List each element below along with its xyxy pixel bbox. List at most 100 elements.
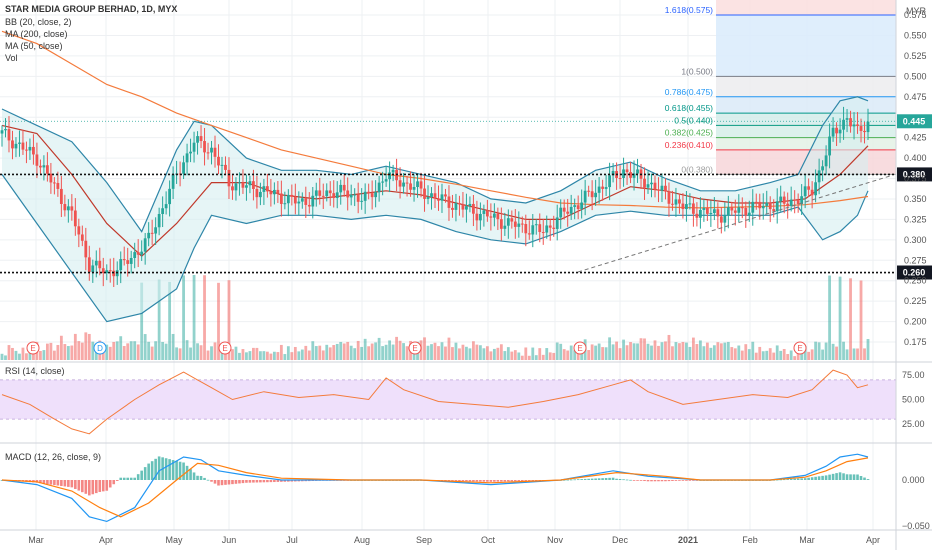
volume-bar xyxy=(849,278,852,360)
candle-body xyxy=(297,201,301,204)
candle-body xyxy=(325,190,329,197)
volume-bar xyxy=(744,344,748,360)
candle-body xyxy=(49,173,53,183)
volume-bar xyxy=(395,336,398,360)
symbol-title[interactable]: STAR MEDIA GROUP BERHAD, 1D, MYX xyxy=(5,4,177,14)
volume-bar xyxy=(524,347,528,360)
volume-bar xyxy=(604,347,608,360)
macd-panel[interactable] xyxy=(0,453,870,523)
candle-body xyxy=(723,215,727,223)
macd-histogram-bar xyxy=(569,479,573,481)
macd-histogram-bar xyxy=(255,480,259,483)
volume-bar xyxy=(199,345,203,360)
candle-body xyxy=(831,127,835,137)
volume-bar xyxy=(796,352,800,360)
candle-body xyxy=(335,192,339,199)
candle-body xyxy=(842,119,845,130)
volume-bar xyxy=(325,344,329,360)
candle-body xyxy=(168,188,172,205)
candle-body xyxy=(52,182,56,184)
volume-bar xyxy=(220,351,224,360)
volume-bar xyxy=(119,336,123,360)
volume-bar xyxy=(52,350,56,360)
rsi-tick-2: 75.00 xyxy=(902,370,925,380)
macd-title: MACD (12, 26, close, 9) xyxy=(5,452,101,462)
candle-body xyxy=(531,225,535,235)
fib-label-6: 1(0.500) xyxy=(681,66,713,76)
last-price-label: 0.445 xyxy=(903,116,926,126)
macd-histogram-bar xyxy=(238,480,241,484)
macd-histogram-bar xyxy=(294,480,297,482)
macd-histogram-bar xyxy=(84,480,88,494)
volume-bar xyxy=(39,350,42,360)
candle-body xyxy=(705,207,709,214)
candle-body xyxy=(70,206,74,211)
macd-histogram-bar xyxy=(639,480,643,481)
candle-body xyxy=(157,213,161,228)
macd-histogram-bar xyxy=(503,480,507,482)
rsi-panel[interactable] xyxy=(0,369,896,435)
macd-histogram-bar xyxy=(136,474,140,480)
macd-histogram-bar xyxy=(94,480,98,494)
volume-bar xyxy=(353,348,357,360)
volume-bar xyxy=(716,342,720,360)
candle-body xyxy=(203,141,206,153)
candle-body xyxy=(11,140,14,149)
price-panel[interactable]: 0(0.380) 0.236(0.410) 0.382(0.425) 0.5(0.44… xyxy=(0,0,932,530)
volume-bar xyxy=(566,350,570,360)
candle-body xyxy=(119,259,123,271)
macd-histogram-bar xyxy=(122,477,126,480)
candle-body xyxy=(688,203,692,205)
legend-vol[interactable]: Vol xyxy=(5,53,18,63)
macd-histogram-bar xyxy=(262,480,266,483)
volume-bar xyxy=(157,279,161,360)
legend-bb[interactable]: BB (20, close, 2) xyxy=(5,17,72,27)
macd-histogram-bar xyxy=(475,480,479,482)
volume-bar xyxy=(122,346,126,360)
volume-bar xyxy=(363,338,367,360)
macd-histogram-bar xyxy=(98,480,102,492)
candle-body xyxy=(733,210,737,213)
fib-label-3: 0.5(0.440) xyxy=(674,115,713,125)
currency-label[interactable]: MYR xyxy=(906,6,927,16)
volume-bar xyxy=(681,341,685,360)
volume-bar xyxy=(664,341,667,360)
volume-bar xyxy=(440,342,444,360)
volume-bar xyxy=(608,337,611,360)
volume-bar xyxy=(227,280,231,360)
macd-tick-1: 0.000 xyxy=(902,475,925,485)
macd-histogram-bar xyxy=(507,480,510,482)
volume-bar xyxy=(719,343,723,360)
volume-bar xyxy=(472,341,475,360)
candle-body xyxy=(255,188,259,198)
volume-bar xyxy=(213,342,217,360)
macd-histogram-bar xyxy=(150,461,154,480)
candle-body xyxy=(650,182,653,185)
volume-bar xyxy=(206,350,210,360)
volume-bar xyxy=(290,352,294,360)
candle-body xyxy=(468,203,472,207)
macd-histogram-bar xyxy=(597,478,601,480)
time-tick-1: Apr xyxy=(99,535,113,545)
volume-bar xyxy=(517,352,521,360)
candle-body xyxy=(475,213,479,221)
candle-body xyxy=(98,260,102,269)
legend-ma50[interactable]: MA (50, close) xyxy=(5,41,63,51)
candle-body xyxy=(0,130,4,134)
volume-bar xyxy=(475,344,479,360)
volume-bar xyxy=(611,344,615,360)
volume-bar xyxy=(245,352,248,360)
legend-ma200[interactable]: MA (200, close) xyxy=(5,29,68,39)
candle-body xyxy=(866,121,870,133)
volume-bar xyxy=(4,355,7,360)
candle-body xyxy=(39,165,42,168)
last-price-tag xyxy=(897,114,932,129)
macd-histogram-bar xyxy=(231,480,234,485)
candle-body xyxy=(87,257,91,273)
price-tick-10: 0.425 xyxy=(904,133,927,143)
volume-bar xyxy=(217,282,220,360)
macd-histogram-bar xyxy=(814,476,817,480)
macd-histogram-bar xyxy=(482,480,486,482)
volume-bar xyxy=(461,344,465,360)
